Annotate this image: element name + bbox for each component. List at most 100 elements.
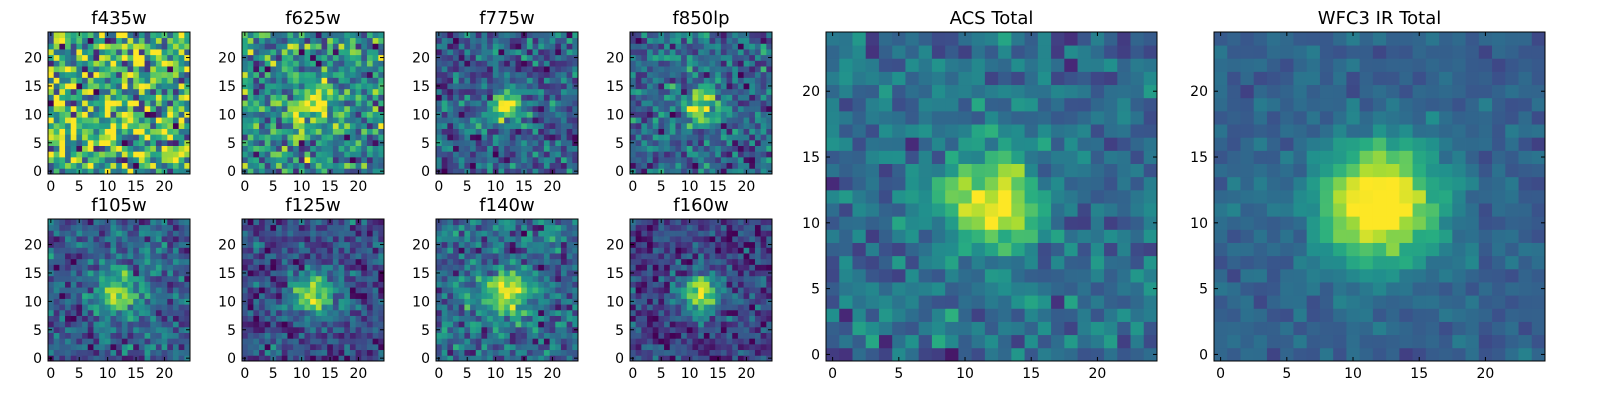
pixel-cell: [287, 287, 294, 294]
pixel-cell: [172, 145, 180, 152]
pixel-cell: [366, 151, 374, 158]
pixel-cell: [647, 105, 654, 112]
pixel-cell: [441, 83, 448, 90]
pixel-cell: [110, 321, 117, 328]
pixel-cell: [104, 156, 111, 164]
pixel-cell: [709, 88, 716, 95]
pixel-cell: [70, 111, 77, 118]
pixel-cell: [167, 349, 174, 356]
pixel-cell: [749, 332, 756, 339]
pixel-cell: [355, 338, 362, 345]
pixel-cell: [492, 128, 499, 135]
pixel-cell: [99, 100, 106, 107]
pixel-cell: [321, 253, 328, 260]
pixel-cell: [686, 54, 693, 61]
pixel-cell: [681, 134, 688, 141]
pixel-cell: [59, 326, 66, 333]
pixel-cell: [150, 162, 157, 169]
pixel-cell: [743, 326, 750, 333]
pixel-cell: [749, 315, 756, 322]
pixel-cell: [93, 43, 100, 50]
pixel-cell: [498, 236, 505, 243]
pixel-cell: [686, 287, 693, 294]
pixel-cell: [726, 349, 733, 356]
pixel-cell: [338, 321, 345, 328]
pixel-cell: [155, 168, 162, 175]
pixel-cell: [93, 156, 100, 164]
pixel-cell: [59, 349, 66, 356]
pixel-cell: [76, 304, 83, 311]
pixel-cell: [635, 162, 642, 169]
pixel-cell: [82, 270, 89, 277]
pixel-cell: [150, 247, 157, 254]
pixel-cell: [458, 88, 465, 95]
pixel-cell: [93, 77, 100, 84]
pixel-cell: [726, 275, 733, 282]
pixel-cell: [669, 156, 676, 164]
pixel-cell: [76, 241, 83, 248]
pixel-cell: [82, 236, 89, 243]
pixel-cell: [287, 105, 294, 112]
pixel-cell: [715, 60, 722, 67]
pixel-cell: [732, 32, 739, 39]
pixel-cell: [315, 88, 322, 95]
pixel-cell: [172, 128, 180, 135]
pixel-cell: [720, 117, 727, 124]
pixel-cell: [532, 54, 539, 61]
pixel-cell: [572, 156, 579, 164]
pixel-cell: [338, 77, 345, 84]
pixel-cell: [281, 66, 288, 73]
pixel-cell: [315, 315, 322, 322]
pixel-cell: [361, 168, 368, 175]
pixel-cell: [504, 287, 511, 294]
pixel-cell: [481, 71, 488, 78]
pixel-cell: [366, 343, 374, 351]
pixel-cell: [709, 94, 716, 101]
pixel-cell: [287, 281, 294, 288]
pixel-cell: [93, 37, 100, 44]
pixel-cell: [298, 281, 305, 288]
pixel-cell: [70, 168, 77, 175]
pixel-cell: [76, 60, 83, 67]
pixel-cell: [555, 332, 562, 339]
pixel-cell: [270, 162, 277, 169]
pixel-cell: [560, 145, 568, 152]
pixel-cell: [549, 111, 556, 118]
pixel-cell: [630, 77, 637, 84]
pixel-cell: [481, 156, 488, 164]
pixel-cell: [703, 122, 710, 129]
pixel-cell: [298, 145, 305, 152]
pixel-cell: [470, 275, 477, 282]
pixel-cell: [293, 292, 300, 299]
pixel-cell: [453, 270, 460, 277]
pixel-cell: [315, 54, 322, 61]
pixel-cell: [242, 43, 249, 50]
pixel-cell: [276, 241, 283, 248]
pixel-cell: [526, 258, 533, 265]
pixel-cell: [630, 105, 637, 112]
pixel-cell: [361, 343, 368, 351]
pixel-cell: [99, 287, 106, 294]
pixel-cell: [378, 88, 385, 95]
pixel-cell: [498, 264, 505, 271]
pixel-cell: [304, 168, 311, 175]
pixel-cell: [749, 122, 756, 129]
pixel-cell: [647, 134, 654, 141]
pixel-cell: [441, 270, 448, 277]
pixel-cell: [372, 253, 379, 260]
pixel-cell: [538, 156, 545, 164]
pixel-cell: [355, 321, 362, 328]
pixel-cell: [543, 122, 550, 129]
pixel-cell: [487, 321, 494, 328]
pixel-cell: [298, 298, 305, 305]
pixel-cell: [138, 332, 145, 339]
pixel-cell: [298, 292, 305, 299]
pixel-cell: [441, 43, 448, 50]
pixel-cell: [720, 168, 727, 175]
pixel-cell: [487, 332, 494, 339]
pixel-cell: [155, 292, 162, 299]
pixel-cell: [447, 287, 454, 294]
pixel-cell: [641, 128, 648, 135]
pixel-cell: [276, 287, 283, 294]
